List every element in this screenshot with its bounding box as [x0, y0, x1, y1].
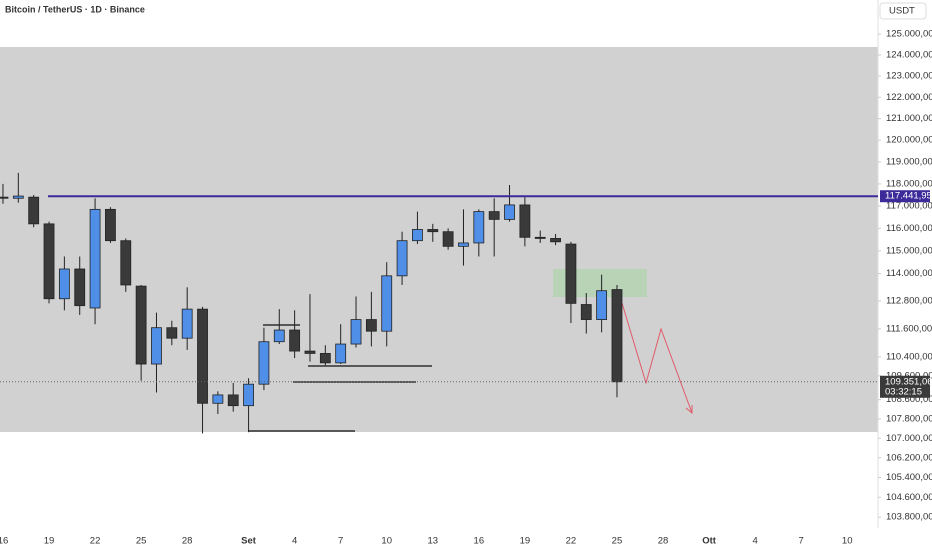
- candle-body: [135, 285, 147, 365]
- candle-body: [304, 350, 316, 354]
- candle-body: [596, 290, 608, 320]
- x-tick-label: 10: [381, 536, 392, 547]
- candle-body: [319, 353, 331, 364]
- x-tick-label: 25: [136, 536, 147, 547]
- countdown: 03:32:15: [885, 386, 922, 397]
- x-tick-label: 19: [520, 536, 531, 547]
- candle-body: [350, 319, 362, 345]
- currency-box[interactable]: [879, 2, 927, 20]
- y-tick-label: 119.000,00: [886, 156, 932, 167]
- y-tick-label: 104.600,00: [886, 492, 932, 503]
- x-tick-label: 22: [90, 536, 101, 547]
- candle-body: [550, 238, 561, 243]
- y-tick-label: 115.000,00: [886, 245, 932, 256]
- x-tick-label: 28: [182, 536, 193, 547]
- candle-body: [151, 327, 162, 365]
- candle-body: [197, 308, 208, 404]
- candle-body: [12, 195, 24, 199]
- candle-body: [504, 204, 515, 220]
- candle-body: [289, 329, 301, 352]
- title: Bitcoin / TetherUS · 1D · Binance: [5, 4, 145, 14]
- x-tick-label: 25: [612, 536, 623, 547]
- candle-body: [181, 308, 193, 339]
- y-tick-label: 112.800,00: [886, 296, 932, 307]
- candle-body: [89, 208, 101, 309]
- y-tick-label: 123.000,00: [886, 71, 932, 82]
- candle-body: [473, 211, 485, 244]
- candle-body: [381, 275, 393, 332]
- zone: [0, 47, 878, 432]
- y-tick-label: 108.600,00: [886, 394, 932, 405]
- x-tick-label: Set: [241, 536, 257, 547]
- candle-body: [565, 243, 577, 304]
- x-tick-label: 19: [44, 536, 55, 547]
- candle-body: [105, 208, 116, 242]
- y-tick-label: 116.000,00: [886, 223, 932, 234]
- candle-body: [273, 329, 285, 343]
- candle-body: [243, 383, 254, 407]
- projection: [621, 302, 693, 414]
- x-tick-label: 16: [474, 536, 485, 547]
- y-tick-label: 103.800,00: [886, 512, 932, 523]
- level-label-bg: [880, 190, 930, 203]
- y-tick-label: 121.000,00: [886, 113, 932, 124]
- y-tick-label: 107.800,00: [886, 413, 932, 424]
- y-tick-label: 120.000,00: [886, 135, 932, 146]
- candle-body: [28, 196, 40, 225]
- y-tick-label: 117.000,00: [886, 201, 932, 212]
- x-tick-label: 13: [427, 536, 438, 547]
- candle-body: [611, 289, 623, 383]
- candle-body: [227, 394, 239, 407]
- x-tick-label: 7: [338, 536, 343, 547]
- candle-body: [335, 343, 347, 364]
- currency[interactable]: USDT: [889, 6, 915, 17]
- y-tick-label: 122.000,00: [886, 92, 932, 103]
- y-tick-label: 111.600,00: [886, 323, 932, 334]
- x-tick-label: 4: [752, 536, 757, 547]
- candle-body: [212, 394, 224, 404]
- arrow-head: [685, 405, 693, 415]
- level-label: 117.441,95: [885, 191, 932, 202]
- y-tick-label: 124.000,00: [886, 49, 932, 60]
- y-tick-label: 107.000,00: [886, 433, 932, 444]
- last-price-label: 109.351,06: [885, 376, 932, 387]
- candle-body: [365, 319, 377, 332]
- x-tick-label: 4: [292, 536, 297, 547]
- candle-body: [580, 304, 592, 320]
- x-tick-label: 7: [799, 536, 804, 547]
- candle-body: [412, 229, 423, 242]
- candle-body: [43, 223, 55, 300]
- candle-body: [74, 268, 86, 307]
- y-tick-label: 106.200,00: [886, 452, 932, 463]
- x-tick-label: Ott: [702, 536, 717, 547]
- candle-body: [519, 204, 531, 238]
- y-tick-label: 125.000,00: [886, 29, 932, 40]
- candle-body: [534, 236, 546, 239]
- candle-body: [120, 240, 132, 286]
- y-tick-label: 118.000,00: [886, 178, 932, 189]
- candle-body: [396, 240, 408, 277]
- y-tick-label: 110.400,00: [886, 351, 932, 362]
- x-tick-label: 22: [566, 536, 577, 547]
- candle-body: [0, 196, 9, 199]
- x-tick-label: 28: [658, 536, 669, 547]
- candle-body: [488, 211, 500, 220]
- y-tick-label: 105.400,00: [886, 472, 932, 483]
- y-tick-label: 114.000,00: [886, 268, 932, 279]
- candle-body: [58, 268, 70, 300]
- candle-body: [166, 327, 178, 339]
- x-tick-label: 10: [842, 536, 853, 547]
- candle-body: [427, 229, 439, 233]
- candle-body: [442, 231, 454, 247]
- candle-body: [258, 341, 270, 385]
- last-price-bg: [880, 375, 930, 398]
- x-tick-label: 16: [0, 536, 8, 547]
- candle-body: [458, 242, 469, 247]
